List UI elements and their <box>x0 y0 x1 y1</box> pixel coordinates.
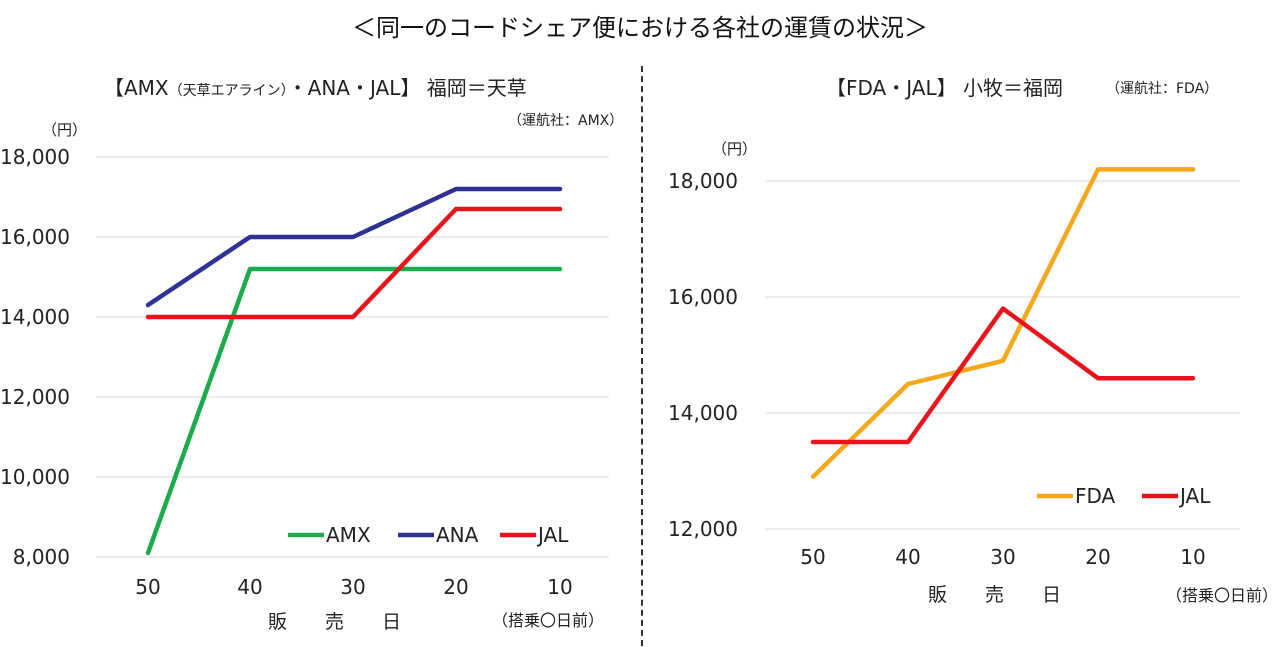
y-tick-label: 8,000 <box>13 545 70 569</box>
y-tick-label: 14,000 <box>0 305 70 329</box>
x-tick-label: 10 <box>547 575 572 599</box>
y-unit-label: （円） <box>42 121 87 139</box>
x-tick-label: 40 <box>237 575 262 599</box>
legend-label-fda: FDA <box>1075 484 1116 508</box>
legend-label-jal: JAL <box>536 523 569 547</box>
series-line-amx <box>145 266 563 556</box>
chart1-title-small: （天草エアライン） <box>168 83 288 99</box>
y-tick-label: 18,000 <box>0 145 70 169</box>
y-tick-label: 16,000 <box>668 285 738 309</box>
series-line-jal <box>145 206 563 320</box>
chart1-title-main: 【AMX <box>104 76 169 100</box>
y-tick-label: 14,000 <box>668 401 738 425</box>
x-tick-label: 20 <box>1085 545 1110 569</box>
legend-label-ana: ANA <box>436 523 479 547</box>
x-tick-label: 30 <box>340 575 365 599</box>
y-tick-label: 12,000 <box>668 517 738 541</box>
x-tick-label: 50 <box>135 575 160 599</box>
x-axis-note: （搭乗〇日前） <box>1166 586 1278 605</box>
y-unit-label: （円） <box>712 140 757 158</box>
chart2-title: 【FDA・JAL】 小牧＝福岡 <box>826 76 1063 100</box>
x-tick-label: 10 <box>1180 545 1205 569</box>
chart-divider <box>641 66 643 646</box>
y-tick-label: 18,000 <box>668 169 738 193</box>
y-tick-label: 16,000 <box>0 225 70 249</box>
legend-label-jal: JAL <box>1178 484 1211 508</box>
x-axis-label: 販 売 日 <box>268 611 401 633</box>
x-axis-note: （搭乗〇日前） <box>492 611 604 630</box>
legend-label-amx: AMX <box>326 523 371 547</box>
chart1-title: 【AMX（天草エアライン）・ANA・JAL】 福岡＝天草 <box>104 72 527 101</box>
x-tick-label: 20 <box>443 575 468 599</box>
series-line-ana <box>145 186 563 308</box>
chart2-operator: （運航社：FDA） <box>1106 81 1219 97</box>
chart1-title-rest: ・ANA・JAL】 福岡＝天草 <box>287 76 527 100</box>
x-tick-label: 50 <box>800 545 825 569</box>
series-line-jal <box>810 306 1196 445</box>
chart1-operator: （運航社：AMX） <box>508 113 624 129</box>
y-tick-label: 12,000 <box>0 385 70 409</box>
x-tick-label: 40 <box>895 545 920 569</box>
series-line-fda <box>810 167 1196 480</box>
page-title: ＜同一のコードシェア便における各社の運賃の状況＞ <box>352 14 928 42</box>
x-tick-label: 30 <box>990 545 1015 569</box>
y-tick-label: 10,000 <box>0 465 70 489</box>
x-axis-label: 販 売 日 <box>928 584 1061 606</box>
